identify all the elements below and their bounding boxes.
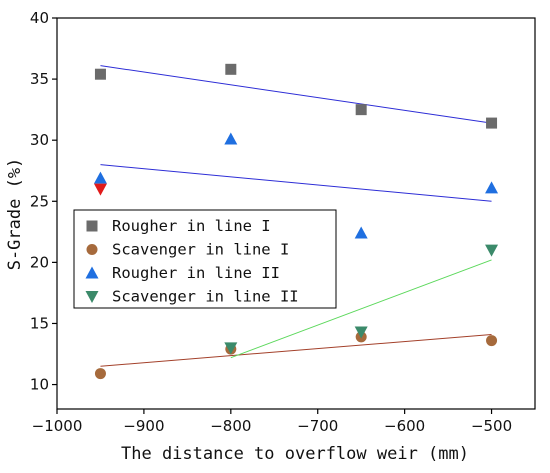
y-tick-label: 10 bbox=[30, 376, 49, 394]
y-axis-title: S-Grade (%) bbox=[5, 158, 25, 271]
legend: Rougher in line I Scavenger in line I Roug… bbox=[73, 209, 337, 309]
x-tick-label: −1000 bbox=[32, 417, 83, 435]
y-tick-label: 35 bbox=[30, 70, 49, 88]
y-tick-label: 25 bbox=[30, 192, 49, 210]
x-tick-label: −700 bbox=[297, 417, 338, 435]
legend-marker-rougher-in-line-ii bbox=[85, 266, 99, 279]
x-tick-label: −900 bbox=[123, 417, 164, 435]
data-point-rougher-in-line-i bbox=[486, 117, 498, 129]
y-tick-label: 30 bbox=[30, 131, 49, 149]
y-tick-label: 20 bbox=[30, 253, 49, 271]
data-points bbox=[93, 63, 499, 380]
data-point-rougher-in-line-i bbox=[355, 104, 367, 116]
fit-line-scavenger-in-line-i bbox=[100, 333, 492, 367]
fit-lines bbox=[100, 65, 492, 367]
data-point-rougher-in-line-ii bbox=[485, 181, 499, 194]
x-axis-title: The distance to overflow weir (mm) bbox=[121, 444, 469, 464]
data-point-rougher-in-line-ii bbox=[93, 171, 107, 184]
y-tick-label: 40 bbox=[30, 9, 49, 27]
fit-line-rougher-in-line-i bbox=[100, 65, 492, 124]
legend-marker-scavenger-in-line-i bbox=[86, 244, 98, 255]
legend-label: Rougher in line II bbox=[112, 264, 280, 282]
data-point-scavenger-in-line-ii bbox=[224, 342, 238, 355]
data-point-scavenger-in-line-i bbox=[486, 335, 498, 347]
fit-line-scavenger-in-line-ii bbox=[230, 259, 492, 359]
data-point-scavenger-in-line-i bbox=[94, 368, 106, 380]
x-tick-label: −800 bbox=[210, 417, 251, 435]
data-point-rougher-in-line-ii bbox=[224, 132, 238, 145]
data-point-rougher-in-line-i bbox=[94, 68, 106, 80]
x-tick-label: −600 bbox=[384, 417, 425, 435]
plot-frame bbox=[56, 17, 536, 410]
data-point-rougher-in-line-ii bbox=[354, 226, 368, 239]
axes: −1000 −900 −800 −700 −600 −500 10 15 20 25 30 35 40 bbox=[30, 9, 536, 435]
legend-label: Rougher in line I bbox=[112, 217, 271, 235]
legend-marker-scavenger-in-line-ii bbox=[85, 291, 99, 303]
legend-marker-rougher-in-line-i bbox=[86, 220, 98, 232]
legend-box bbox=[73, 209, 337, 309]
data-point-scavenger-in-line-ii bbox=[354, 326, 368, 339]
data-point-rougher-in-line-i bbox=[225, 63, 237, 75]
data-point-extra bbox=[93, 183, 107, 196]
x-tick-label: −500 bbox=[471, 417, 512, 435]
y-tick-label: 15 bbox=[30, 314, 49, 332]
data-point-scavenger-in-line-ii bbox=[485, 244, 499, 257]
legend-label: Scavenger in line I bbox=[112, 241, 289, 259]
fit-line-rougher-in-line-ii bbox=[100, 164, 492, 202]
legend-label: Scavenger in line II bbox=[112, 288, 299, 306]
